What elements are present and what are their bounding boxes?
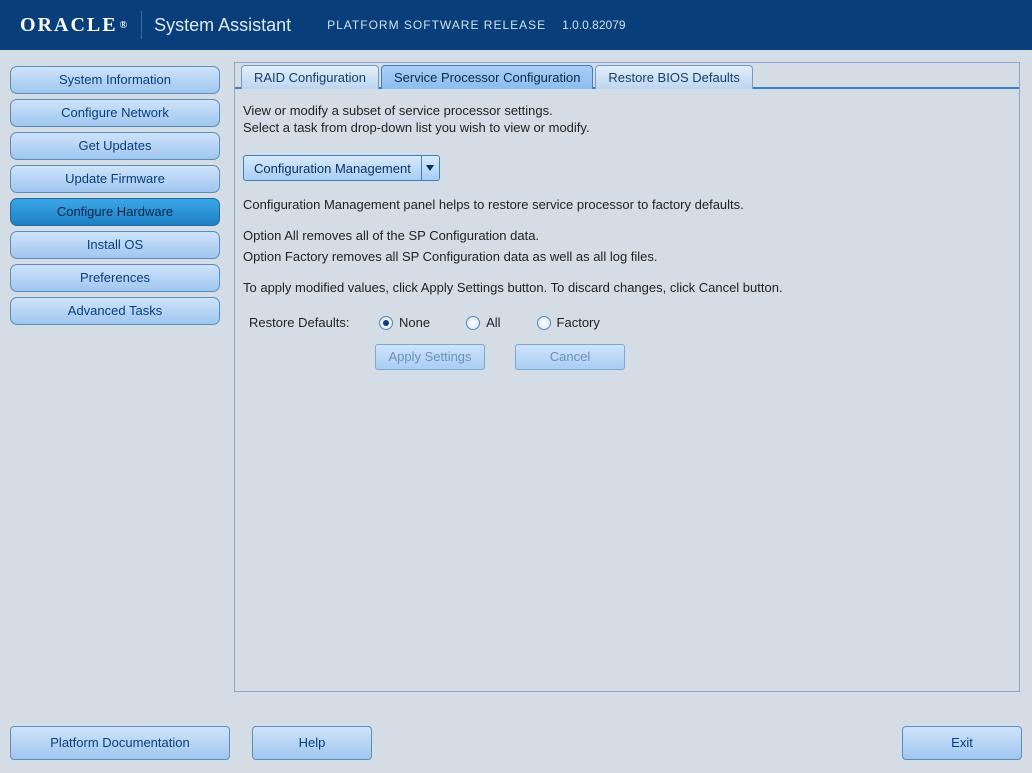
platform-documentation-button[interactable]: Platform Documentation	[10, 726, 230, 760]
sidebar-item-get-updates[interactable]: Get Updates	[10, 132, 220, 160]
help-text-2: Option All removes all of the SP Configu…	[243, 228, 1011, 243]
spacer	[243, 270, 1011, 280]
app-root: ORACLE ® System Assistant PLATFORM SOFTW…	[0, 0, 1032, 773]
help-text-1: Configuration Management panel helps to …	[243, 197, 1011, 212]
sidebar-item-update-firmware[interactable]: Update Firmware	[10, 165, 220, 193]
sidebar-item-install-os[interactable]: Install OS	[10, 231, 220, 259]
restore-radio-group: None All Factory	[379, 315, 600, 330]
radio-label: Factory	[557, 315, 600, 330]
tab-bar: RAID ConfigurationService Processor Conf…	[235, 63, 1019, 89]
restore-defaults-row: Restore Defaults: None All Factory	[243, 315, 1011, 330]
tab-raid-configuration[interactable]: RAID Configuration	[241, 65, 379, 89]
help-text-4: To apply modified values, click Apply Se…	[243, 280, 1011, 295]
help-text-3: Option Factory removes all SP Configurat…	[243, 249, 1011, 264]
footer: Platform Documentation Help Exit	[0, 713, 1032, 773]
registered-mark: ®	[120, 20, 129, 31]
radio-option-none[interactable]: None	[379, 315, 430, 330]
app-header: ORACLE ® System Assistant PLATFORM SOFTW…	[0, 0, 1032, 50]
config-management-panel: View or modify a subset of service proce…	[235, 89, 1019, 378]
exit-button[interactable]: Exit	[902, 726, 1022, 760]
content-panel: RAID ConfigurationService Processor Conf…	[234, 62, 1020, 692]
radio-label: All	[486, 315, 500, 330]
oracle-logo-text: ORACLE	[20, 14, 118, 37]
panel-description-1: View or modify a subset of service proce…	[243, 103, 1011, 118]
app-title: System Assistant	[154, 15, 291, 36]
sidebar-item-configure-network[interactable]: Configure Network	[10, 99, 220, 127]
radio-icon	[379, 316, 393, 330]
sidebar-item-configure-hardware[interactable]: Configure Hardware	[10, 198, 220, 226]
chevron-down-icon	[421, 156, 439, 180]
help-button[interactable]: Help	[252, 726, 372, 760]
sidebar: System Information Configure Network Get U…	[4, 56, 226, 713]
app-subtitle: PLATFORM SOFTWARE RELEASE	[327, 18, 546, 32]
radio-option-factory[interactable]: Factory	[537, 315, 600, 330]
content-wrap: RAID ConfigurationService Processor Conf…	[226, 56, 1028, 713]
radio-option-all[interactable]: All	[466, 315, 500, 330]
radio-icon	[466, 316, 480, 330]
restore-defaults-label: Restore Defaults:	[249, 315, 379, 330]
radio-label: None	[399, 315, 430, 330]
tab-service-processor-configuration[interactable]: Service Processor Configuration	[381, 65, 593, 89]
header-separator	[141, 11, 142, 39]
dropdown-selected-label: Configuration Management	[244, 161, 421, 176]
apply-settings-button[interactable]: Apply Settings	[375, 344, 485, 370]
task-dropdown[interactable]: Configuration Management	[243, 155, 440, 181]
cancel-button[interactable]: Cancel	[515, 344, 625, 370]
sidebar-item-advanced-tasks[interactable]: Advanced Tasks	[10, 297, 220, 325]
app-version: 1.0.0.82079	[562, 18, 625, 32]
sidebar-item-preferences[interactable]: Preferences	[10, 264, 220, 292]
sidebar-item-system-information[interactable]: System Information	[10, 66, 220, 94]
spacer	[243, 218, 1011, 228]
tab-restore-bios-defaults[interactable]: Restore BIOS Defaults	[595, 65, 753, 89]
main-area: System Information Configure Network Get U…	[0, 50, 1032, 713]
oracle-logo: ORACLE ®	[20, 14, 129, 37]
panel-description-2: Select a task from drop-down list you wi…	[243, 120, 1011, 135]
action-button-row: Apply Settings Cancel	[375, 344, 1011, 370]
radio-icon	[537, 316, 551, 330]
